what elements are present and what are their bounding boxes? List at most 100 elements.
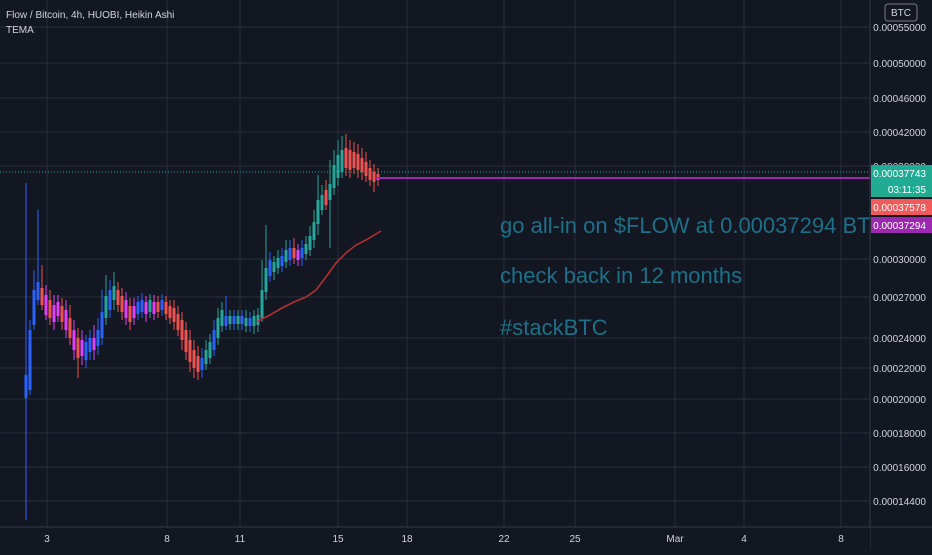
candle-body bbox=[104, 296, 108, 318]
tema-value-label-bg bbox=[871, 199, 932, 215]
time-tick-label: Mar bbox=[666, 534, 684, 545]
line-price-label: 0.00037294 bbox=[873, 221, 926, 232]
candle-body bbox=[212, 330, 216, 350]
price-tick-label: 0.00024000 bbox=[873, 334, 926, 345]
candle-body bbox=[92, 338, 96, 350]
candle-body bbox=[316, 200, 320, 224]
candle-body bbox=[32, 290, 36, 325]
candle-body bbox=[356, 154, 360, 170]
candle-body bbox=[156, 302, 160, 312]
candle-body bbox=[36, 282, 40, 300]
candle-body bbox=[68, 318, 72, 338]
candle-body bbox=[360, 158, 364, 172]
candle-body bbox=[348, 150, 352, 170]
candle-body bbox=[88, 338, 92, 352]
time-tick-label: 11 bbox=[235, 534, 246, 545]
candle-body bbox=[164, 302, 168, 314]
time-tick-label: 8 bbox=[838, 534, 844, 545]
candle-body bbox=[44, 295, 48, 315]
countdown-label: 03:11:35 bbox=[888, 185, 927, 196]
countdown-label-bg bbox=[871, 181, 932, 197]
candle-body bbox=[328, 184, 332, 200]
candle-body bbox=[284, 250, 288, 262]
candle-body bbox=[324, 190, 328, 205]
candle-body bbox=[184, 330, 188, 352]
annotation-line-1: go all-in on $FLOW at 0.00037294 BTC bbox=[500, 213, 887, 238]
price-tick-label: 0.00042000 bbox=[873, 128, 926, 139]
currency-button[interactable] bbox=[884, 3, 918, 22]
candle-body bbox=[100, 312, 104, 338]
price-tick-label: 0.00018000 bbox=[873, 429, 926, 440]
last-price-label: 0.00037743 bbox=[873, 169, 926, 180]
candle-body bbox=[108, 290, 112, 310]
time-tick-label: 3 bbox=[44, 534, 50, 545]
candle-body bbox=[216, 318, 220, 338]
candle-body bbox=[180, 320, 184, 340]
candle-body bbox=[228, 316, 232, 324]
candle-body bbox=[304, 244, 308, 254]
candle-body bbox=[168, 306, 172, 318]
vertical-grid bbox=[46, 0, 842, 527]
price-axis-panel[interactable] bbox=[870, 0, 932, 550]
candle-body bbox=[24, 375, 28, 398]
candle-body bbox=[124, 300, 128, 318]
candle-body bbox=[288, 248, 292, 260]
candle-body bbox=[40, 288, 44, 305]
time-tick-label: 4 bbox=[741, 534, 747, 545]
horizontal-grid bbox=[0, 26, 870, 502]
candle-body bbox=[220, 310, 224, 326]
candle-body bbox=[52, 305, 56, 322]
time-tick-label: 25 bbox=[569, 534, 581, 545]
candle-body bbox=[264, 268, 268, 292]
candle-body bbox=[152, 302, 156, 314]
candle-body bbox=[248, 318, 252, 326]
candle-body bbox=[260, 290, 264, 318]
candle-body bbox=[268, 260, 272, 276]
price-tick-label: 0.00050000 bbox=[873, 59, 926, 70]
candle-body bbox=[336, 155, 340, 178]
tema-value-label: 0.00037578 bbox=[873, 203, 926, 214]
time-axis-panel[interactable] bbox=[0, 527, 870, 550]
candle-body bbox=[120, 296, 124, 312]
price-tick-label: 0.00055000 bbox=[873, 23, 926, 34]
indicator-label[interactable]: TEMA bbox=[6, 25, 34, 36]
annotation-line-3: #stackBTC bbox=[500, 315, 608, 340]
candle-body bbox=[116, 290, 120, 305]
candle-body bbox=[144, 302, 148, 314]
candle-body bbox=[48, 300, 52, 318]
candle-body bbox=[340, 150, 344, 172]
candle-body bbox=[200, 358, 204, 370]
candle-body bbox=[372, 172, 376, 182]
time-tick-label: 8 bbox=[164, 534, 170, 545]
price-tick-label: 0.00022000 bbox=[873, 364, 926, 375]
candle-body bbox=[272, 262, 276, 272]
candle-body bbox=[236, 316, 240, 324]
candle-body bbox=[308, 236, 312, 250]
candle-body bbox=[276, 258, 280, 268]
candle-body bbox=[252, 316, 256, 326]
candle-body bbox=[176, 314, 180, 330]
candle-body bbox=[128, 306, 132, 322]
time-tick-label: 18 bbox=[401, 534, 413, 545]
candle-body bbox=[224, 316, 228, 326]
candle-body bbox=[344, 148, 348, 168]
candle-body bbox=[292, 248, 296, 258]
candle-body bbox=[140, 300, 144, 312]
candle-body bbox=[332, 165, 336, 188]
candle-body bbox=[300, 248, 304, 258]
candle-body bbox=[76, 338, 80, 358]
candle-body bbox=[352, 152, 356, 168]
candle-body bbox=[280, 256, 284, 266]
symbol-title[interactable]: Flow / Bitcoin, 4h, HUOBI, Heikin Ashi bbox=[6, 10, 174, 21]
candle-body bbox=[320, 195, 324, 210]
candle-body bbox=[72, 330, 76, 350]
candle-body bbox=[204, 350, 208, 364]
candle-body bbox=[368, 168, 372, 180]
candles-group bbox=[24, 134, 380, 520]
candle-body bbox=[196, 356, 200, 372]
candle-body bbox=[80, 340, 84, 356]
candle-body bbox=[312, 222, 316, 240]
